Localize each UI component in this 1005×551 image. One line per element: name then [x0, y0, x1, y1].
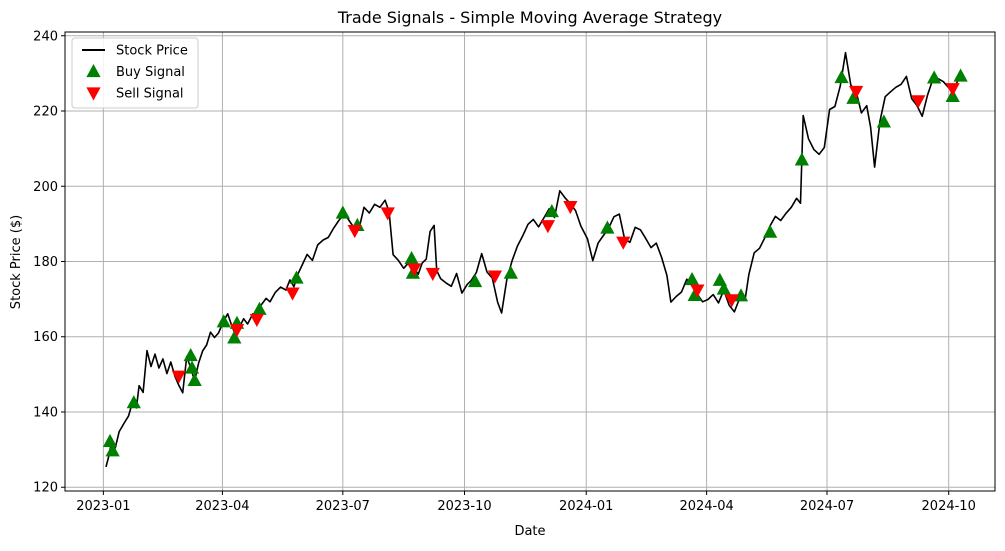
buy-signal-marker [184, 360, 200, 374]
x-axis-label: Date [514, 524, 545, 539]
y-tick-label: 140 [33, 405, 58, 420]
x-tick-label: 2024-01 [559, 499, 613, 514]
buy-signal-marker [544, 203, 559, 218]
buy-signal-marker [762, 224, 778, 238]
buy-signal-marker [846, 90, 861, 104]
sell-signal-marker [848, 85, 864, 99]
sell-signal-marker [616, 236, 631, 250]
buy-signal-marker [227, 330, 242, 344]
buy-signal-marker [876, 114, 892, 128]
sell-signal-marker [945, 83, 960, 97]
x-tick-label: 2023-07 [316, 499, 370, 514]
axis-layer: 2023-01 2023-04 2023-07 2023-10 2024-01 2024-… [33, 29, 976, 514]
sell-signal-marker [563, 200, 578, 215]
buy-signal-marker [467, 273, 483, 288]
y-tick-label: 180 [33, 255, 58, 270]
x-tick-label: 2023-01 [76, 499, 130, 514]
y-axis-label: Stock Price ($) [9, 215, 24, 309]
sell-signal-marker [487, 270, 503, 284]
buy-signal-marker [794, 152, 809, 166]
sell-signal-marker [285, 287, 300, 301]
buy-signal-marker [503, 265, 518, 279]
buy-signal-marker [289, 270, 304, 284]
x-tick-label: 2024-07 [800, 499, 854, 514]
buy-signal-marker [102, 433, 118, 447]
y-tick-label: 200 [33, 180, 58, 195]
sell-signal-layer [171, 83, 960, 384]
buy-signal-marker [953, 68, 968, 82]
buy-signal-marker [183, 348, 198, 362]
buy-signal-marker [927, 70, 942, 84]
y-tick-label: 160 [33, 330, 58, 345]
buy-signal-marker [216, 314, 231, 328]
buy-signal-marker [716, 281, 731, 295]
legend-sell-signal-label: Sell Signal [116, 87, 184, 102]
sell-signal-marker [425, 267, 440, 282]
y-tick-label: 120 [33, 481, 58, 496]
sell-signal-marker [690, 284, 705, 298]
buy-signal-marker [105, 443, 120, 457]
x-tick-label: 2024-04 [679, 499, 733, 514]
grid-layer [65, 32, 995, 491]
buy-signal-marker [187, 372, 202, 387]
buy-signal-marker [600, 220, 615, 234]
sell-signal-marker [171, 370, 186, 384]
buy-signal-marker [684, 272, 700, 286]
legend-stock-price-label: Stock Price [116, 44, 188, 59]
legend-buy-signal-swatch [86, 64, 101, 78]
x-tick-label: 2023-04 [195, 499, 249, 514]
sell-signal-marker [249, 313, 264, 327]
x-tick-label: 2023-10 [437, 499, 491, 514]
sell-signal-marker [540, 220, 555, 234]
y-tick-label: 240 [33, 29, 58, 44]
chart-title: Trade Signals - Simple Moving Average St… [337, 8, 722, 27]
buy-signal-marker [834, 70, 849, 84]
sell-signal-marker [347, 225, 362, 239]
x-tick-label: 2024-10 [922, 499, 976, 514]
buy-signal-marker [252, 301, 267, 315]
legend-box [71, 37, 199, 109]
legend: Stock Price Buy Signal Sell Signal [71, 37, 199, 109]
legend-buy-signal-label: Buy Signal [116, 65, 185, 80]
buy-signal-layer [102, 68, 968, 457]
sell-signal-marker [724, 294, 739, 308]
sell-signal-marker [229, 323, 245, 338]
buy-signal-marker [404, 250, 419, 265]
sell-signal-marker [911, 95, 926, 109]
y-tick-label: 220 [33, 105, 58, 120]
buy-signal-marker [687, 287, 702, 301]
buy-signal-marker [126, 395, 141, 409]
buy-signal-marker [335, 205, 350, 219]
legend-sell-signal-swatch [86, 87, 101, 101]
sell-signal-marker [380, 207, 395, 221]
sell-signal-marker [407, 263, 422, 277]
buy-signal-marker [733, 288, 749, 302]
